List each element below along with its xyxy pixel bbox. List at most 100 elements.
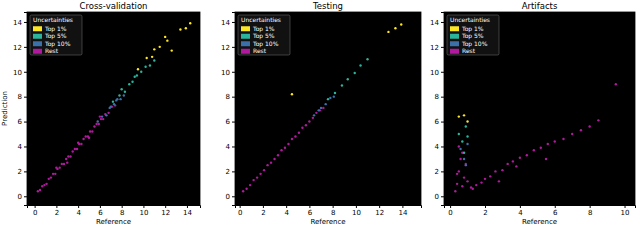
legend-label: Rest: [253, 47, 267, 54]
point: [494, 170, 496, 172]
point: [153, 59, 155, 61]
point: [312, 117, 314, 119]
tick-label: 4: [18, 143, 23, 151]
point: [456, 173, 458, 175]
point: [519, 156, 521, 158]
tick-label: 12: [375, 209, 384, 217]
tick-label: 10: [621, 209, 630, 217]
point: [305, 124, 307, 126]
tick-label: 12: [221, 44, 230, 52]
tick-mark: [441, 122, 444, 123]
tick-label: 10: [13, 69, 22, 77]
point: [185, 27, 187, 29]
tick-label: 4: [284, 209, 289, 217]
panel: 0246810121402468101214TestingReferenceUn…: [221, 1, 421, 226]
point: [61, 163, 63, 165]
tick-label: 6: [98, 209, 103, 217]
tick-mark: [232, 171, 235, 172]
tick: 10: [139, 205, 148, 217]
point: [501, 169, 503, 171]
point: [463, 152, 465, 154]
tick-label: 0: [33, 209, 37, 217]
point: [249, 184, 251, 186]
point: [547, 143, 549, 145]
point: [458, 170, 460, 172]
plot-background: [444, 12, 635, 205]
tick-label: 14: [13, 19, 22, 27]
title: Cross-validation: [80, 1, 148, 11]
point: [120, 88, 122, 90]
point: [461, 140, 463, 142]
tick-mark: [24, 47, 27, 48]
tick-mark: [232, 72, 235, 73]
tick: 8: [18, 93, 27, 101]
point: [461, 185, 463, 187]
point: [571, 133, 573, 135]
point: [466, 135, 468, 137]
point: [99, 115, 101, 117]
legend-label: Rest: [462, 47, 476, 54]
tick: 12: [430, 44, 444, 52]
y-axis: 02468101214: [430, 13, 444, 206]
tick-label: 12: [161, 209, 170, 217]
point: [107, 112, 109, 114]
tick: 8: [331, 205, 335, 217]
point: [41, 185, 43, 187]
tick-mark: [24, 72, 27, 73]
point: [149, 64, 151, 66]
point: [105, 114, 107, 116]
point: [580, 129, 582, 131]
tick-mark: [402, 205, 403, 208]
legend-title: Uncertainties: [241, 16, 281, 23]
title: Testing: [312, 1, 343, 11]
tick: 4: [518, 205, 523, 217]
tick-label: 8: [435, 93, 439, 101]
point: [277, 154, 279, 156]
points: [454, 83, 617, 192]
point: [45, 183, 47, 185]
point: [327, 98, 329, 100]
point: [124, 90, 126, 92]
point: [43, 184, 45, 186]
point: [366, 58, 368, 60]
legend-box: [447, 15, 499, 55]
point: [387, 31, 389, 33]
tick-label: 0: [226, 193, 230, 201]
tick-mark: [232, 196, 235, 197]
tick: 6: [18, 118, 27, 126]
point: [291, 93, 293, 95]
point: [463, 114, 465, 116]
point: [140, 71, 142, 73]
tick-mark: [309, 205, 310, 208]
tick-label: 0: [435, 193, 439, 201]
tick: 8: [226, 93, 235, 101]
points: [242, 23, 402, 192]
point: [341, 84, 343, 86]
tick: 12: [375, 205, 384, 217]
tick-mark: [232, 97, 235, 98]
tick-mark: [143, 205, 144, 208]
tick: 10: [13, 69, 27, 77]
point: [93, 125, 95, 127]
point: [74, 148, 76, 150]
tick: 12: [221, 44, 235, 52]
axis-line: [236, 206, 422, 209]
tick-label: 2: [435, 168, 439, 176]
tick-mark: [379, 205, 380, 208]
tick-mark: [441, 196, 444, 197]
point: [112, 100, 114, 102]
tick-mark: [232, 47, 235, 48]
point: [77, 142, 79, 144]
tick-label: 0: [18, 193, 22, 201]
legend-title: Uncertainties: [33, 16, 73, 23]
point: [252, 179, 254, 181]
tick: 4: [226, 143, 235, 151]
legend-swatch: [241, 26, 250, 31]
point: [136, 74, 138, 76]
legend-box: [30, 15, 82, 55]
legend-title: Uncertainties: [450, 16, 490, 23]
point: [318, 109, 320, 111]
tick-mark: [441, 146, 444, 147]
legend: UncertaintiesTop 1%Top 5%Top 10%Rest: [447, 15, 499, 55]
x-axis: 02468101214: [236, 205, 422, 217]
